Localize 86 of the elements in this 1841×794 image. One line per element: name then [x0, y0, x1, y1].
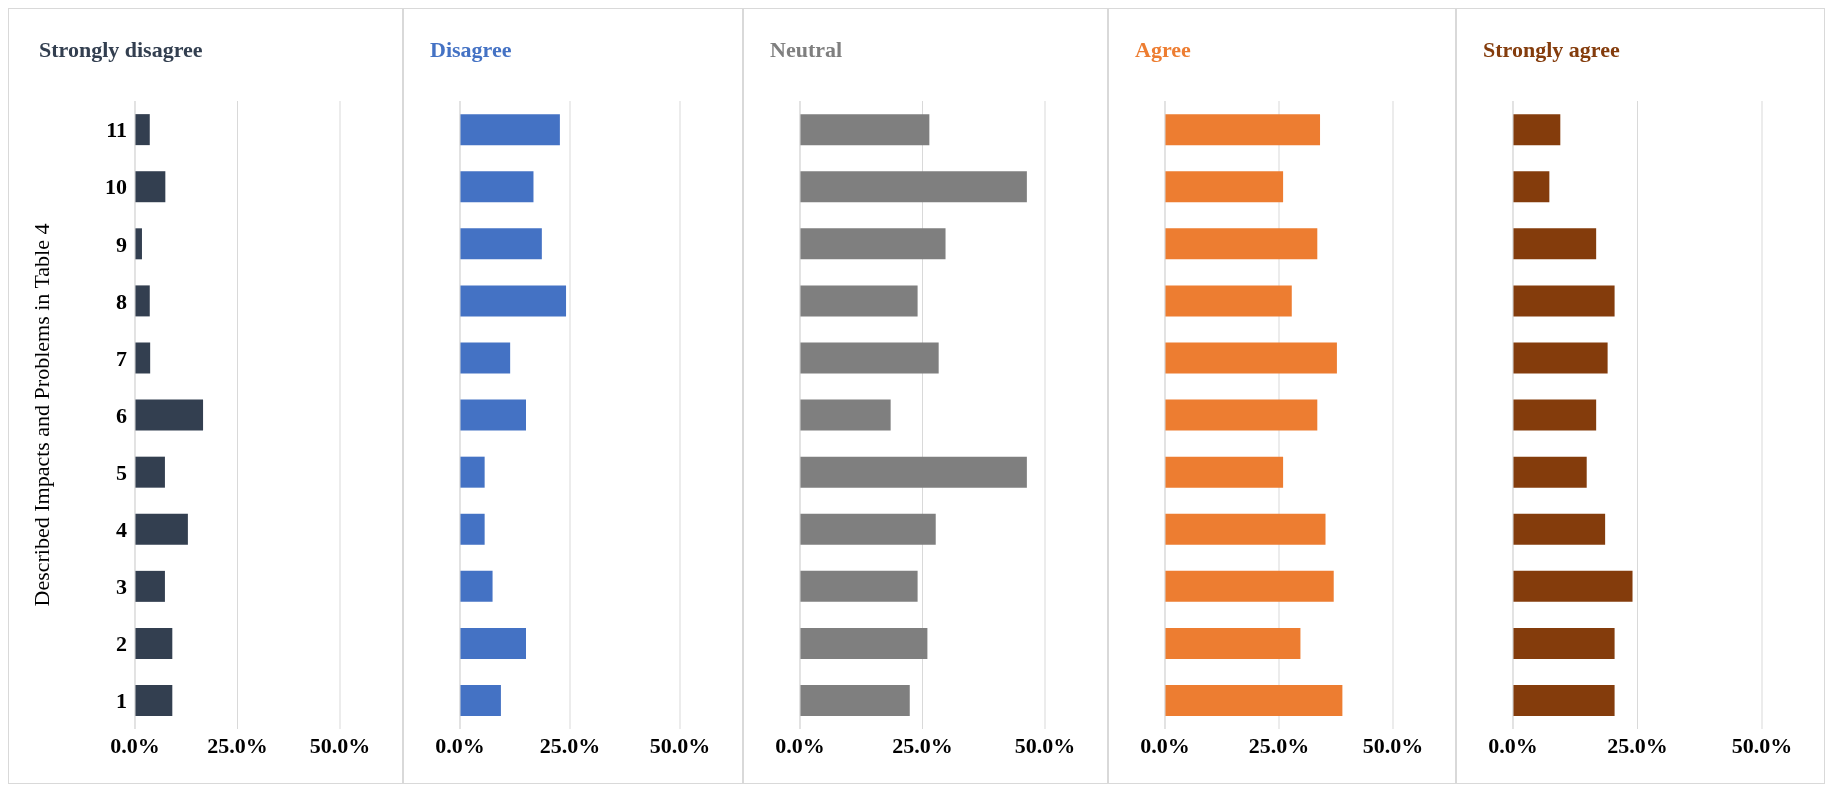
- x-tick-label: 0.0%: [775, 732, 825, 758]
- y-tick-label: 9: [116, 231, 127, 257]
- bar: [460, 114, 560, 146]
- x-tick-label: 25.0%: [207, 732, 268, 758]
- y-tick-label: 10: [105, 174, 127, 200]
- bar: [1513, 627, 1615, 659]
- bar: [1513, 114, 1561, 146]
- bar: [135, 171, 166, 203]
- x-tick-label: 25.0%: [1607, 732, 1668, 758]
- bar: [800, 171, 1027, 203]
- bar: [1513, 228, 1597, 260]
- bar: [135, 342, 151, 374]
- bar: [1513, 456, 1587, 488]
- bar: [1165, 685, 1343, 717]
- bar: [135, 513, 188, 545]
- bar: [1513, 399, 1597, 431]
- chart-title: Strongly agree: [1483, 37, 1620, 63]
- y-tick-label: 11: [106, 117, 127, 143]
- bar: [460, 627, 526, 659]
- bar: [1165, 399, 1318, 431]
- bar: [1165, 570, 1334, 602]
- x-tick-label: 0.0%: [1140, 732, 1190, 758]
- bar: [460, 171, 534, 203]
- bar: [800, 570, 918, 602]
- x-tick-label: 0.0%: [435, 732, 485, 758]
- bar: [460, 570, 493, 602]
- bar: [1513, 342, 1608, 374]
- bar: [800, 228, 946, 260]
- bar: [1513, 570, 1633, 602]
- bar: [1165, 228, 1318, 260]
- y-axis-title: Described Impacts and Problems in Table 4: [28, 223, 54, 607]
- bar: [135, 685, 173, 717]
- y-tick-label: 2: [116, 631, 127, 657]
- bar: [1165, 171, 1284, 203]
- x-tick-label: 50.0%: [309, 732, 371, 758]
- bar: [460, 342, 511, 374]
- bar: [1513, 685, 1615, 717]
- bar: [1165, 513, 1326, 545]
- bar: [1165, 627, 1301, 659]
- bar: [460, 456, 485, 488]
- bar: [135, 570, 165, 602]
- chart-title: Strongly disagree: [39, 37, 203, 63]
- x-tick-label: 50.0%: [649, 732, 711, 758]
- x-tick-label: 0.0%: [110, 732, 160, 758]
- x-tick-label: 50.0%: [1014, 732, 1076, 758]
- bar: [800, 114, 930, 146]
- bar: [460, 285, 567, 317]
- y-tick-label: 4: [116, 516, 127, 542]
- bar: [460, 513, 485, 545]
- bar: [800, 513, 936, 545]
- bar: [800, 399, 891, 431]
- x-tick-label: 25.0%: [1248, 732, 1310, 758]
- chart-title: Agree: [1135, 37, 1191, 63]
- bar: [135, 114, 150, 146]
- bar: [800, 285, 918, 317]
- bar: [460, 228, 542, 260]
- bar: [135, 285, 150, 317]
- bar: [460, 685, 501, 717]
- bar: [800, 456, 1027, 488]
- bar: [1513, 513, 1606, 545]
- chart-title: Disagree: [430, 37, 512, 63]
- chart-title: Neutral: [770, 37, 843, 63]
- bar: [800, 342, 939, 374]
- y-tick-label: 7: [116, 345, 127, 371]
- x-tick-label: 50.0%: [1731, 732, 1793, 758]
- bar: [1165, 342, 1337, 374]
- y-tick-label: 5: [116, 459, 127, 485]
- bar: [1513, 285, 1615, 317]
- x-tick-label: 50.0%: [1362, 732, 1424, 758]
- bar: [135, 399, 204, 431]
- bar: [800, 685, 910, 717]
- bar: [135, 456, 165, 488]
- bar: [460, 399, 526, 431]
- y-tick-label: 8: [116, 288, 127, 314]
- bar: [1165, 114, 1321, 146]
- x-tick-label: 25.0%: [539, 732, 601, 758]
- bar: [1513, 171, 1550, 203]
- x-tick-label: 25.0%: [892, 732, 953, 758]
- y-tick-label: 1: [116, 688, 127, 714]
- bar: [800, 627, 928, 659]
- y-tick-label: 6: [116, 402, 127, 428]
- bar: [135, 627, 173, 659]
- bar: [1165, 456, 1284, 488]
- bar: [1165, 285, 1292, 317]
- x-tick-label: 0.0%: [1488, 732, 1538, 758]
- y-tick-label: 3: [116, 574, 127, 600]
